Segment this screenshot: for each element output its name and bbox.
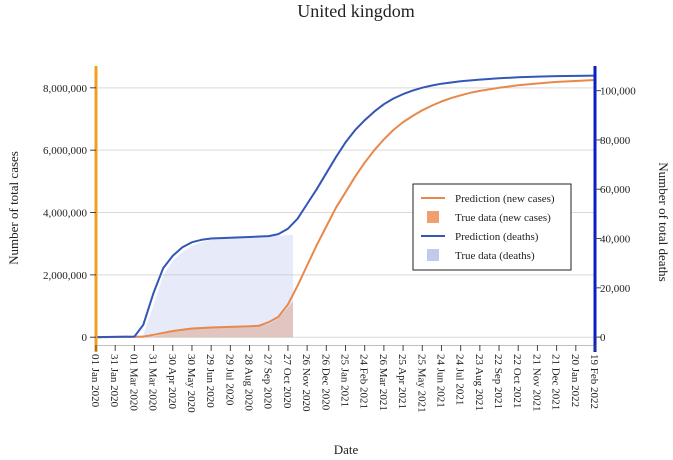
y-left-tick-label: 4,000,000 [43,208,88,220]
x-tick-label: 26 Mar 2021 [377,354,389,411]
x-tick-label: 23 Aug 2021 [473,354,485,411]
x-tick-label: 20 Jan 2022 [569,354,581,407]
x-tick-label: 22 Oct 2021 [511,354,523,408]
x-tick-label: 25 Apr 2021 [396,354,408,409]
legend: Prediction (new cases) True data (new cas… [412,183,572,271]
legend-swatch-true-data-deaths [427,249,439,261]
x-tick-label: 26 Dec 2020 [319,354,331,411]
y-right-tick-label: 80,000 [600,135,631,147]
y-right-tick-label: 0 [600,332,606,344]
x-tick-label: 30 May 2020 [185,354,197,413]
legend-label-true-data-deaths: True data (deaths) [455,250,535,262]
x-tick-label: 31 Jan 2020 [108,354,120,408]
y-right-tick-label: 40,000 [600,234,631,246]
y-left-tick-label: 6,000,000 [43,145,88,157]
x-axis-title: Date [334,442,359,457]
x-tick-label: 29 Jul 2020 [223,354,235,406]
axes [94,66,597,352]
x-tick-label: 31 Mar 2020 [147,354,159,411]
x-tick-label: 19 Feb 2022 [588,354,600,409]
x-tick-label: 25 May 2021 [415,354,427,413]
x-tick-label: 27 Sep 2020 [262,354,274,410]
chart-title: United kingdom [297,1,415,21]
y-right-tick-labels: 0 20,000 40,000 60,000 80,000 100,000 [595,86,636,344]
x-tick-label: 21 Nov 2021 [530,354,542,411]
x-tick-label: 28 Aug 2020 [243,354,255,411]
legend-label-prediction-new-cases: Prediction (new cases) [455,193,555,205]
area-true-data-new-cases [96,301,293,338]
x-tick-label: 26 Nov 2020 [300,354,312,412]
y-right-tick-label: 20,000 [600,283,631,295]
x-tick-label: 22 Sep 2021 [492,354,504,409]
x-tick-label: 29 Jun 2020 [204,354,216,408]
x-tick-label: 21 Dec 2021 [550,354,562,410]
area-true-data-deaths [96,234,293,338]
y-left-tick-label: 8,000,000 [43,83,88,95]
x-tick-label: 01 Mar 2020 [127,354,139,411]
x-tick-label: 01 Jan 2020 [89,354,101,408]
legend-swatch-true-data-new-cases [427,211,439,223]
line-prediction-new-cases [95,79,596,339]
y-left-tick-labels: 0 2,000,000 4,000,000 6,000,000 8,000,000 [43,83,96,344]
area-layer [96,234,293,338]
y-left-axis-title: Number of total cases [6,151,21,265]
legend-label-true-data-new-cases: True data (new cases) [455,212,551,224]
x-tick-label: 24 Jul 2021 [454,354,466,405]
x-tick-label: 25 Jan 2021 [339,354,351,407]
y-left-tick-label: 0 [82,332,88,344]
y-right-tick-label: 100,000 [600,86,636,98]
y-left-tick-label: 2,000,000 [43,270,88,282]
x-tick-label: 30 Apr 2020 [166,354,178,410]
y-right-tick-label: 60,000 [600,184,631,196]
line-layer [95,74,596,339]
legend-label-prediction-deaths: Prediction (deaths) [455,231,539,243]
x-tick-labels: 01 Jan 2020 31 Jan 2020 01 Mar 2020 31 Mar … [89,345,600,413]
x-tick-label: 27 Oct 2020 [281,354,293,409]
line-prediction-deaths [95,74,596,339]
x-tick-label: 24 Jun 2021 [435,354,447,408]
y-right-axis-title: Number of total deaths [656,162,671,282]
x-tick-label: 24 Feb 2021 [358,354,370,409]
